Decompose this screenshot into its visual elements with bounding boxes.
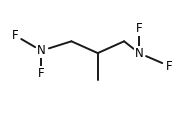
Text: F: F — [136, 22, 143, 35]
Text: N: N — [37, 44, 46, 57]
Text: F: F — [38, 67, 45, 80]
Text: N: N — [135, 47, 143, 60]
Text: F: F — [12, 29, 18, 42]
Text: F: F — [166, 60, 173, 73]
